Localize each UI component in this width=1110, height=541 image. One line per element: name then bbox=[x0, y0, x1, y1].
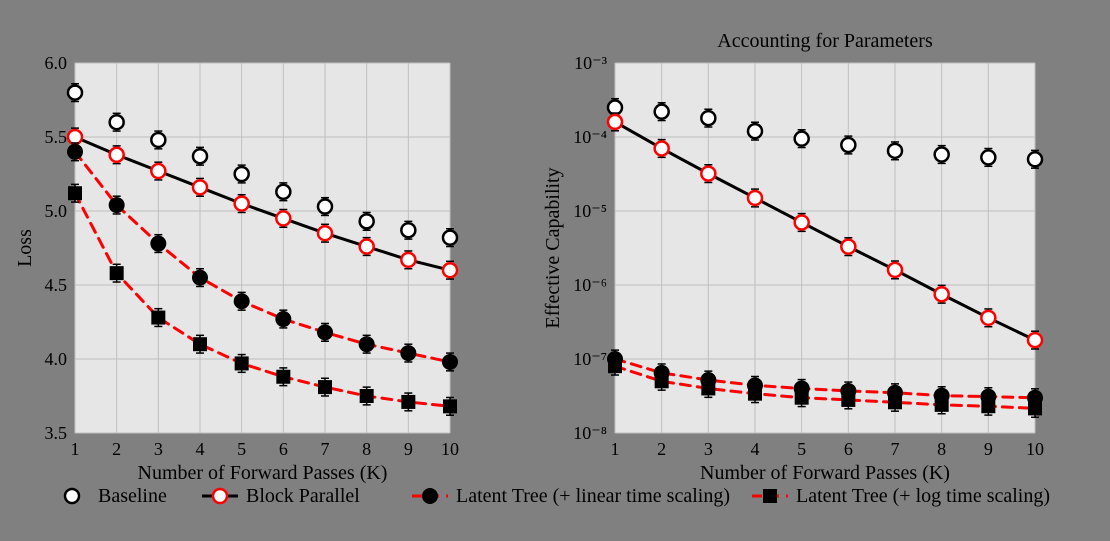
x-tick-label: 2 bbox=[657, 439, 666, 459]
x-tick-label: 6 bbox=[279, 439, 288, 459]
x-axis-title: Number of Forward Passes (K) bbox=[138, 462, 388, 484]
legend-item-tree_lin: Latent Tree (+ linear time scaling) bbox=[412, 485, 730, 507]
x-tick-label: 8 bbox=[362, 439, 371, 459]
x-tick-label: 2 bbox=[112, 439, 121, 459]
y-tick-label: 6.0 bbox=[45, 53, 68, 73]
panel-title: Accounting for Parameters bbox=[717, 30, 933, 52]
y-tick-label: 5.5 bbox=[45, 127, 68, 147]
x-tick-label: 1 bbox=[71, 439, 80, 459]
x-tick-label: 10 bbox=[441, 439, 459, 459]
legend-label: Latent Tree (+ linear time scaling) bbox=[456, 485, 730, 507]
y-axis-title: Loss bbox=[14, 229, 36, 267]
x-tick-label: 5 bbox=[797, 439, 806, 459]
legend-label: Baseline bbox=[98, 485, 167, 507]
x-tick-label: 6 bbox=[844, 439, 853, 459]
x-tick-label: 7 bbox=[891, 439, 900, 459]
legend-item-tree_log: Latent Tree (+ log time scaling) bbox=[752, 485, 1050, 507]
legend-item-baseline: Baseline bbox=[65, 485, 167, 507]
y-tick-label: 10⁻⁸ bbox=[573, 423, 607, 443]
legend-label: Latent Tree (+ log time scaling) bbox=[796, 485, 1050, 507]
y-tick-label: 10⁻⁵ bbox=[573, 201, 607, 221]
left-panel: 3.5 4.0 4.5 5.0 5.5 6.0 1 2 3 4 5 6 7 8 9 10 Number of F… bbox=[14, 53, 459, 484]
x-tick-label: 1 bbox=[611, 439, 620, 459]
legend: Baseline Block Parallel Latent Tree (+ lin… bbox=[65, 485, 1050, 507]
y-axis-title: Effective Capability bbox=[542, 167, 564, 328]
y-tick-label: 10⁻⁷ bbox=[573, 349, 607, 369]
right-panel: 10⁻⁸ 10⁻⁷ 10⁻⁶ 10⁻⁵ 10⁻⁴ 10⁻³ 1 2 3 4 5 6 7 8 9 10 Numbe… bbox=[542, 30, 1044, 484]
x-tick-label: 10 bbox=[1026, 439, 1044, 459]
x-tick-label: 8 bbox=[937, 439, 946, 459]
y-tick-label: 10⁻⁶ bbox=[573, 275, 607, 295]
y-tick-label: 4.5 bbox=[45, 275, 68, 295]
y-tick-label: 4.0 bbox=[45, 349, 68, 369]
x-tick-label: 3 bbox=[154, 439, 163, 459]
x-axis-title: Number of Forward Passes (K) bbox=[700, 462, 950, 484]
x-tick-label: 3 bbox=[704, 439, 713, 459]
x-tick-label: 7 bbox=[321, 439, 330, 459]
x-tick-label: 4 bbox=[751, 439, 760, 459]
y-tick-label: 10⁻⁴ bbox=[573, 127, 607, 147]
y-tick-label: 10⁻³ bbox=[574, 53, 608, 73]
x-tick-label: 9 bbox=[404, 439, 413, 459]
legend-item-block: Block Parallel bbox=[202, 485, 360, 507]
two-panel-chart: 3.5 4.0 4.5 5.0 5.5 6.0 1 2 3 4 5 6 7 8 9 10 Number of F… bbox=[0, 0, 1110, 541]
x-tick-label: 4 bbox=[196, 439, 205, 459]
y-tick-label: 5.0 bbox=[45, 201, 68, 221]
legend-label: Block Parallel bbox=[246, 485, 360, 507]
x-tick-label: 9 bbox=[984, 439, 993, 459]
y-tick-label: 3.5 bbox=[45, 423, 68, 443]
x-tick-label: 5 bbox=[237, 439, 246, 459]
